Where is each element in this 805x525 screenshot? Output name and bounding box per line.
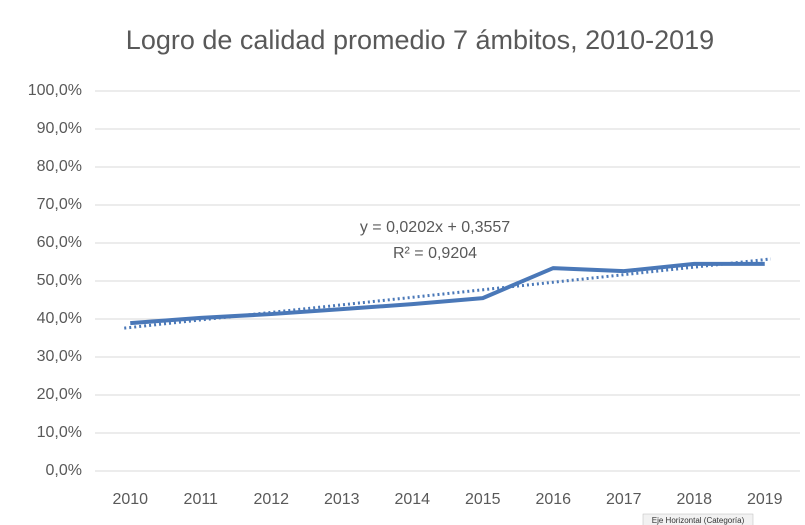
x-tick-label: 2018 [676,491,712,508]
x-tick-label: 2019 [747,491,783,508]
y-tick-label: 0,0% [46,462,82,479]
line [130,261,765,326]
chart-title: Logro de calidad promedio 7 ámbitos, 201… [126,25,714,55]
y-tick-label: 80,0% [37,158,82,175]
x-tick-label: 2010 [112,491,148,508]
y-tick-label: 70,0% [37,196,82,213]
x-tick-label: 2016 [535,491,571,508]
trend-r2: R² = 0,9204 [393,245,477,262]
y-tick-label: 90,0% [37,120,82,137]
trend-equation: y = 0,0202x + 0,3557 [360,219,510,236]
x-tick-label: 2011 [184,491,219,508]
y-tick-label: 50,0% [37,272,82,289]
y-tick-label: 10,0% [37,424,82,441]
x-tick-label: 2017 [606,491,642,508]
x-tick-label: 2015 [465,491,501,508]
y-tick-label: 100,0% [28,82,82,99]
y-tick-label: 30,0% [37,348,82,365]
trendline [124,257,771,330]
y-tick-label: 40,0% [37,310,82,327]
x-tick-label: 2014 [394,491,430,508]
y-tick-label: 60,0% [37,234,82,251]
y-tick-label: 20,0% [37,386,82,403]
tooltip: Eje Horizontal (Categoría) [652,516,745,525]
x-tick-label: 2013 [324,491,360,508]
x-tick-label: 2012 [253,491,289,508]
tooltip-box [642,513,754,525]
